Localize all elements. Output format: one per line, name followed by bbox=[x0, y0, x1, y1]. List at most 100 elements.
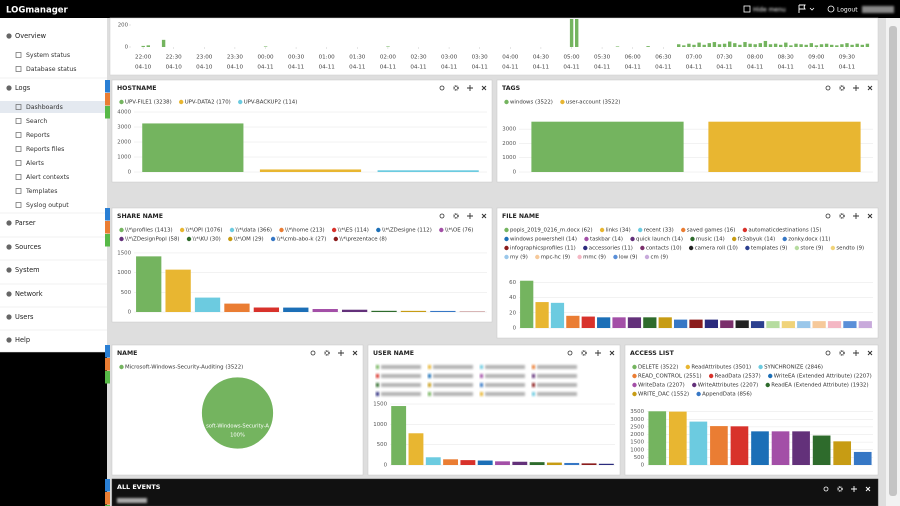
hide-menu[interactable]: Hide menu bbox=[753, 7, 786, 14]
icon-target[interactable] bbox=[825, 85, 831, 91]
x-tick-date: 04-10 bbox=[227, 65, 244, 71]
panel-tab[interactable] bbox=[105, 371, 110, 384]
sidebar-section[interactable]: Help bbox=[15, 336, 30, 344]
icon-close[interactable] bbox=[867, 85, 873, 91]
sidebar-item[interactable]: Search bbox=[26, 118, 47, 125]
bar bbox=[136, 256, 162, 312]
sidebar-section[interactable]: Users bbox=[15, 313, 34, 321]
legend-label-blurred bbox=[433, 374, 473, 378]
sidebar-item[interactable]: Database status bbox=[26, 66, 77, 73]
icon-settings[interactable] bbox=[453, 85, 459, 91]
legend-swatch bbox=[504, 245, 509, 251]
legend-label: \\*\KU (30) bbox=[193, 237, 221, 243]
icon-target[interactable] bbox=[310, 350, 316, 356]
sidebar-item[interactable]: Dashboards bbox=[26, 104, 63, 111]
bar bbox=[804, 44, 808, 47]
panel-tab[interactable] bbox=[105, 345, 110, 358]
bar bbox=[738, 44, 742, 47]
icon-move[interactable] bbox=[853, 85, 859, 91]
icon-move[interactable] bbox=[853, 350, 859, 356]
logo[interactable]: LOGmanager bbox=[6, 6, 69, 16]
icon-target[interactable] bbox=[439, 213, 445, 219]
bar bbox=[643, 317, 657, 328]
legend-swatch bbox=[638, 227, 643, 233]
icon-move[interactable] bbox=[595, 350, 601, 356]
bar bbox=[773, 43, 778, 47]
sidebar-item[interactable]: Reports files bbox=[26, 146, 64, 153]
slice-percent: 100% bbox=[230, 433, 245, 439]
icon-target[interactable] bbox=[823, 486, 829, 492]
sidebar-section[interactable]: System bbox=[15, 266, 40, 274]
icon-settings[interactable] bbox=[839, 213, 845, 219]
legend-swatch bbox=[692, 382, 697, 388]
widget-title: USER NAME bbox=[373, 350, 414, 357]
icon-settings[interactable] bbox=[453, 213, 459, 219]
icon-move[interactable] bbox=[851, 486, 857, 492]
legend-swatch-blurred bbox=[480, 383, 483, 387]
panel-tab[interactable] bbox=[105, 221, 110, 234]
icon-close[interactable] bbox=[609, 350, 615, 356]
icon-close[interactable] bbox=[481, 85, 487, 91]
flag-icon[interactable] bbox=[798, 4, 806, 13]
icon-close[interactable] bbox=[352, 350, 358, 356]
panel-tab[interactable] bbox=[105, 208, 110, 221]
sidebar-item[interactable]: Reports bbox=[26, 132, 50, 139]
icon-move[interactable] bbox=[467, 85, 473, 91]
bar bbox=[728, 41, 732, 47]
panel-tab[interactable] bbox=[105, 492, 110, 505]
x-tick-time: 09:30 bbox=[839, 55, 856, 61]
legend-label: ReadEA (Extended Attribute) (1932) bbox=[771, 383, 868, 389]
panel-tab[interactable] bbox=[105, 106, 110, 119]
sidebar-section[interactable]: Network bbox=[15, 290, 43, 298]
legend-swatch bbox=[632, 391, 637, 397]
legend-label: ReadAttributes (3501) bbox=[691, 365, 751, 371]
bar bbox=[792, 431, 810, 465]
sidebar-item[interactable]: Alert contexts bbox=[26, 174, 69, 181]
x-tick-time: 22:30 bbox=[166, 55, 183, 61]
panel-tab[interactable] bbox=[105, 234, 110, 247]
legend-swatch bbox=[681, 227, 686, 233]
icon-settings[interactable] bbox=[839, 85, 845, 91]
legend-swatch bbox=[690, 236, 695, 242]
icon-settings[interactable] bbox=[581, 350, 587, 356]
legend-swatch bbox=[504, 236, 509, 242]
icon-move[interactable] bbox=[853, 213, 859, 219]
icon-move[interactable] bbox=[467, 213, 473, 219]
sidebar-item[interactable]: System status bbox=[26, 52, 70, 59]
icon-target[interactable] bbox=[825, 213, 831, 219]
panel-tab[interactable] bbox=[105, 80, 110, 93]
panel-tab[interactable] bbox=[105, 479, 110, 492]
legend-label-blurred bbox=[433, 383, 473, 387]
legend-swatch bbox=[640, 245, 645, 251]
icon-target[interactable] bbox=[825, 350, 831, 356]
icon-settings[interactable] bbox=[837, 486, 843, 492]
icon-close[interactable] bbox=[865, 486, 871, 492]
scrollbar-thumb[interactable] bbox=[889, 26, 897, 496]
icon-settings[interactable] bbox=[324, 350, 330, 356]
legend-label: AppendData (856) bbox=[702, 392, 752, 398]
sidebar-item[interactable]: Alerts bbox=[26, 160, 44, 167]
sidebar-item[interactable]: Templates bbox=[25, 188, 57, 195]
panel-tab[interactable] bbox=[105, 93, 110, 106]
sidebar-section[interactable]: Logs bbox=[15, 84, 31, 92]
sidebar-item[interactable]: Syslog output bbox=[26, 202, 69, 209]
icon-close[interactable] bbox=[867, 213, 873, 219]
sidebar-section[interactable]: Parser bbox=[15, 219, 36, 227]
icon-target[interactable] bbox=[567, 350, 573, 356]
y-tick-label: 1500 bbox=[373, 402, 387, 408]
panel-tab[interactable] bbox=[105, 358, 110, 371]
bar bbox=[648, 411, 667, 465]
logout[interactable]: Logout bbox=[837, 7, 858, 14]
icon-settings[interactable] bbox=[839, 350, 845, 356]
legend-label: automaticdestinations (15) bbox=[748, 228, 821, 234]
icon-close[interactable] bbox=[867, 350, 873, 356]
legend-label: Microsoft-Windows-Security-Auditing (352… bbox=[125, 365, 243, 371]
sidebar-section[interactable]: Sources bbox=[15, 243, 42, 251]
icon-target[interactable] bbox=[439, 85, 445, 91]
sidebar-section[interactable]: Overview bbox=[15, 32, 47, 40]
bar bbox=[377, 170, 479, 172]
bar bbox=[812, 435, 831, 465]
flag-caret bbox=[809, 7, 815, 11]
icon-move[interactable] bbox=[338, 350, 344, 356]
icon-close[interactable] bbox=[481, 213, 487, 219]
